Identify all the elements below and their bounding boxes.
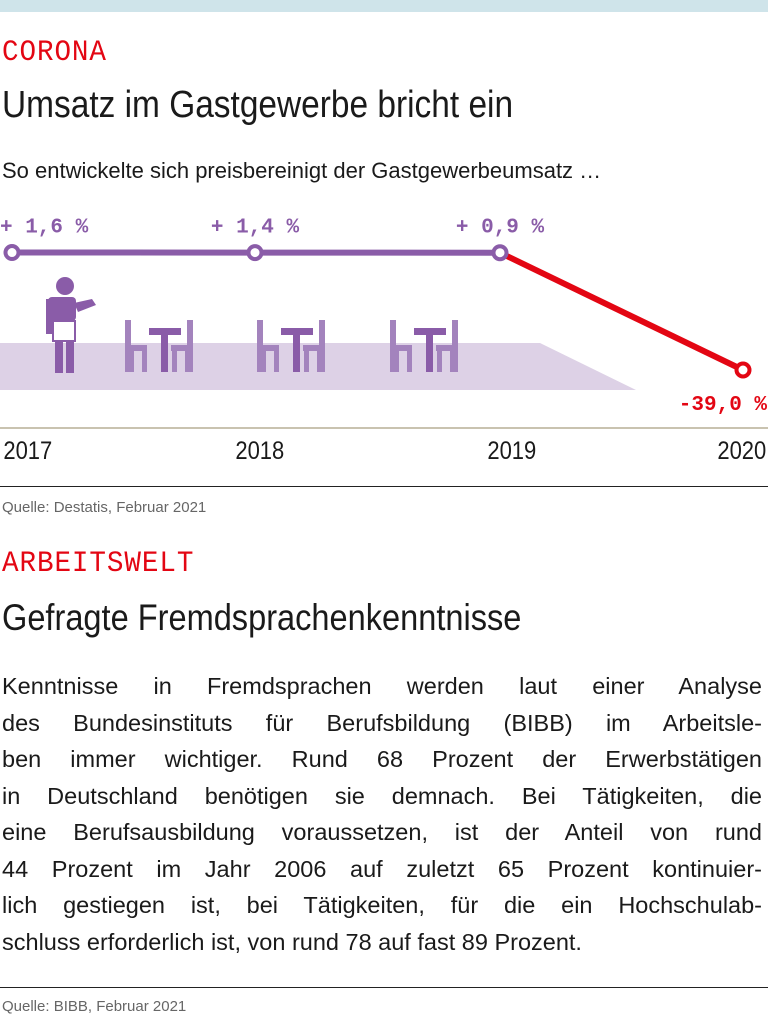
body-line: eine Berufsausbildung voraussetzen, ist … [2, 819, 762, 845]
data-label: + 1,4 % [211, 217, 300, 240]
body-line: ben immer wichtiger. Rund 68 Prozent der… [2, 746, 762, 772]
x-tick-2017: 2017 [3, 437, 53, 465]
article-body: Kenntnisse in Fremdsprachen werden laut … [2, 668, 762, 960]
source-destatis: Quelle: Destatis, Februar 2021 [2, 499, 207, 516]
body-line: lich gestiegen ist, bei Tätigkeiten, für… [2, 892, 762, 918]
table-chairs-illustration [257, 320, 325, 372]
data-point [734, 361, 752, 379]
line-chart: + 1,6 % + 1,4 % + 0,9 % -39,0 % [0, 217, 768, 429]
body-line: in Deutschland benötigen sie demnach. Be… [2, 782, 762, 809]
body-line: des Bundesinstituts für Berufsbildung (B… [2, 709, 762, 736]
chart-subtitle: So entwickelte sich preisbereinigt der G… [2, 158, 602, 183]
waiter-illustration [46, 277, 96, 373]
data-point [246, 244, 264, 262]
divider [0, 987, 768, 988]
body-line: schluss erforderlich ist, von rund 78 au… [2, 928, 582, 955]
table-chairs-illustration [390, 320, 458, 372]
x-tick-2020: 2020 [717, 437, 767, 465]
table-chairs-illustration [125, 320, 193, 372]
chart-title: Umsatz im Gastgewerbe bricht ein [2, 84, 514, 126]
chart-marks: + 1,6 % + 1,4 % + 0,9 % -39,0 % [0, 217, 767, 417]
data-label: + 0,9 % [456, 217, 545, 240]
data-label: + 1,6 % [0, 217, 89, 240]
furniture-group [125, 320, 458, 372]
data-point [491, 244, 509, 262]
divider [0, 486, 768, 487]
body-line: 44 Prozent im Jahr 2006 auf zuletzt 65 P… [2, 855, 762, 882]
section-kicker-arbeitswelt: ARBEITSWELT [2, 547, 195, 581]
data-label: -39,0 % [679, 394, 768, 417]
section-kicker-corona: CORONA [2, 36, 107, 70]
data-point [3, 244, 21, 262]
x-tick-2019: 2019 [487, 437, 537, 465]
article-title: Gefragte Fremdsprachenkenntnisse [2, 597, 522, 638]
series-line-segment [498, 250, 745, 373]
top-bar [0, 0, 768, 12]
source-bibb: Quelle: BIBB, Februar 2021 [2, 998, 187, 1015]
body-line: Kenntnisse in Fremdsprachen werden laut … [2, 673, 762, 699]
x-tick-2018: 2018 [235, 437, 285, 465]
